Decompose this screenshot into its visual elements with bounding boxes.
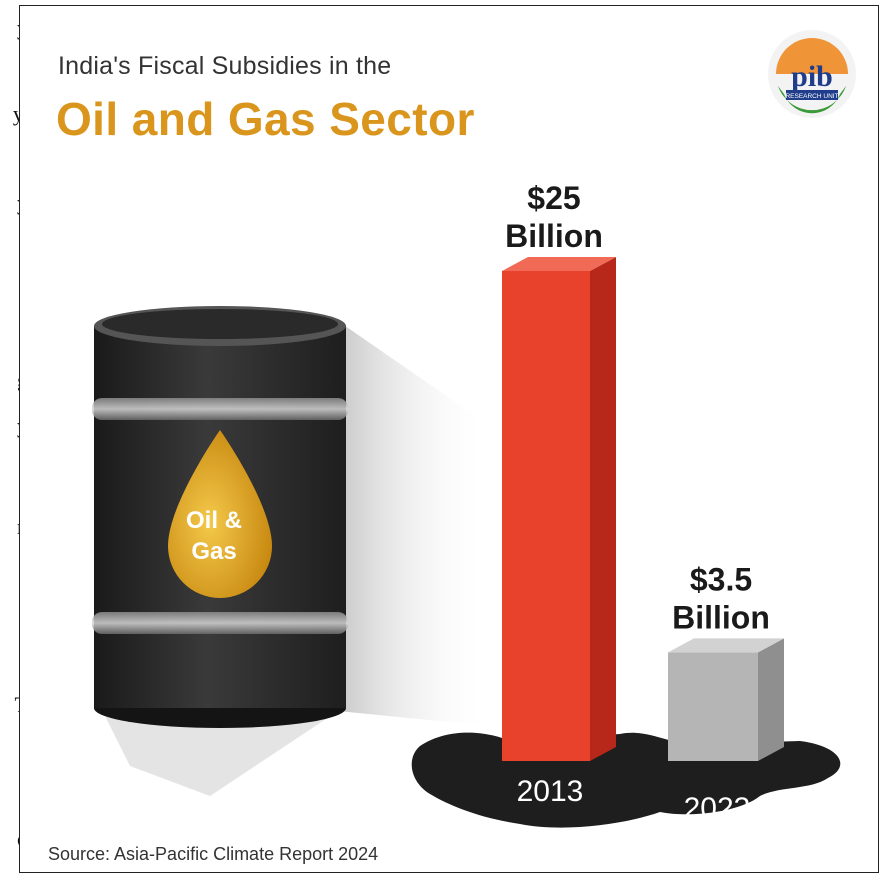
bar-unit-label: Billion [505,218,603,254]
barrel-shadow [338,321,490,726]
oil-barrel: Oil & Gas [92,306,348,728]
bar-unit-label: Billion [672,599,770,635]
bar-2023 [668,652,758,761]
barrel-label-line1: Oil & [186,507,242,534]
bar-top-2013 [502,257,616,271]
bar-side-2013 [590,257,616,761]
source-note: Source: Asia-Pacific Climate Report 2024 [48,844,379,864]
barrel-label-line2: Gas [191,538,236,565]
bar-side-2023 [758,638,784,761]
category-label-2023: 2023 [684,792,751,825]
barrel-floor-shadow [100,706,338,796]
chart-title: Oil and Gas Sector [56,93,475,145]
bar-top-2023 [668,638,784,653]
chart-subtitle: India's Fiscal Subsidies in the [58,52,392,80]
bar-2013 [502,271,590,761]
pib-logo: pib RESEARCH UNIT [768,30,856,118]
bar-value-label: $25 [527,180,580,216]
category-label-2013: 2013 [517,775,584,808]
oil-drop-icon [168,430,272,598]
logo-text: pib [791,60,833,93]
logo-subtext: RESEARCH UNIT [785,93,838,100]
infographic-card: India's Fiscal Subsidies in the Oil and … [19,5,879,873]
bar-value-label: $3.5 [690,561,752,597]
